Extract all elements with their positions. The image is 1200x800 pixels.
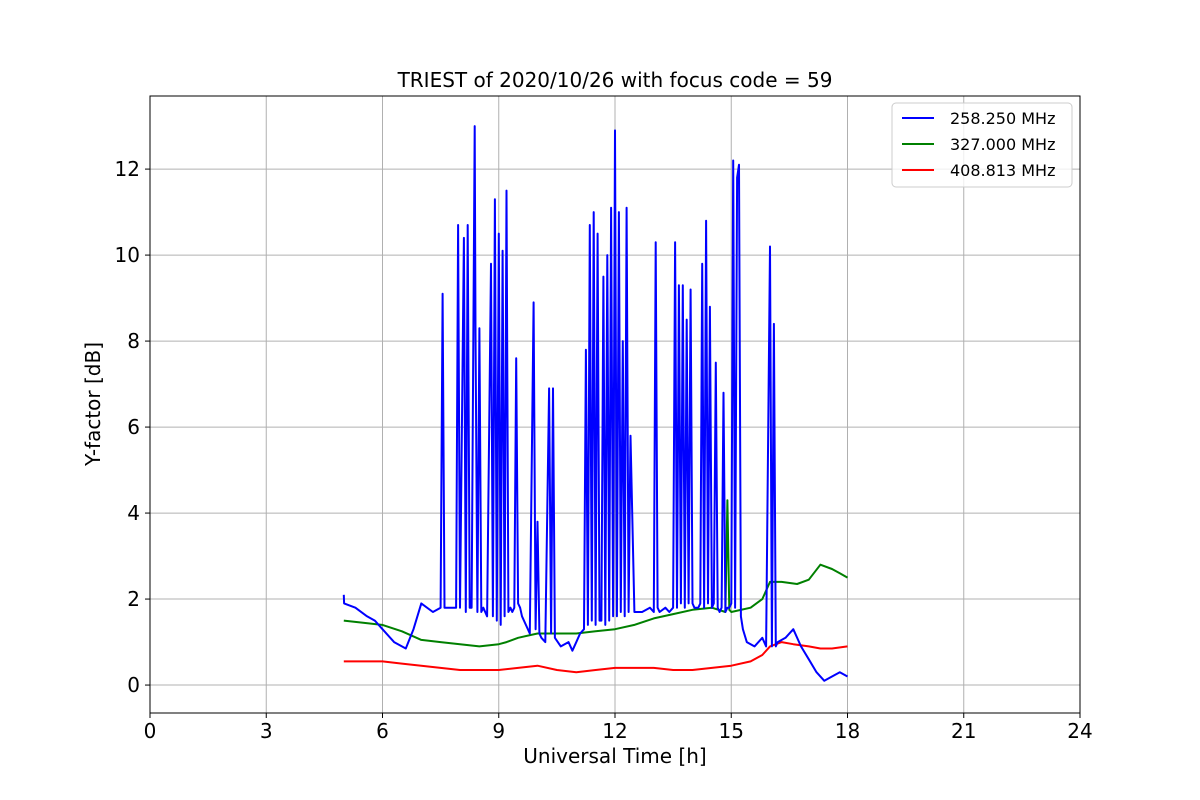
x-tick-label: 12	[602, 719, 627, 743]
x-axis-label: Universal Time [h]	[523, 744, 706, 768]
y-tick-label: 2	[127, 587, 140, 611]
legend-label: 258.250 MHz	[950, 109, 1055, 128]
series-line-2	[343, 641, 848, 674]
y-tick-label: 8	[127, 329, 140, 353]
x-tick-label: 3	[260, 719, 273, 743]
y-tick-label: 12	[115, 157, 140, 181]
y-tick-label: 6	[127, 415, 140, 439]
y-tick-label: 4	[127, 501, 140, 525]
y-tick-label: 0	[127, 673, 140, 697]
x-tick-label: 6	[376, 719, 389, 743]
x-tick-label: 0	[144, 719, 157, 743]
x-tick-label: 15	[719, 719, 744, 743]
legend: 258.250 MHz 327.000 MHz 408.813 MHz	[891, 102, 1073, 188]
chart-title: TRIEST of 2020/10/26 with focus code = 5…	[397, 68, 833, 92]
x-tick-label: 21	[951, 719, 976, 743]
x-tick-label: 24	[1067, 719, 1092, 743]
series-line-1	[343, 499, 848, 648]
plot-series	[342, 125, 848, 682]
y-axis-label: Y-factor [dB]	[81, 342, 105, 467]
x-tick-label: 18	[835, 719, 860, 743]
legend-label: 327.000 MHz	[950, 135, 1055, 154]
y-tick-label: 10	[115, 243, 140, 267]
legend-box	[891, 102, 1073, 188]
series-line-0	[342, 125, 848, 682]
legend-label: 408.813 MHz	[950, 161, 1055, 180]
x-tick-label: 9	[492, 719, 505, 743]
